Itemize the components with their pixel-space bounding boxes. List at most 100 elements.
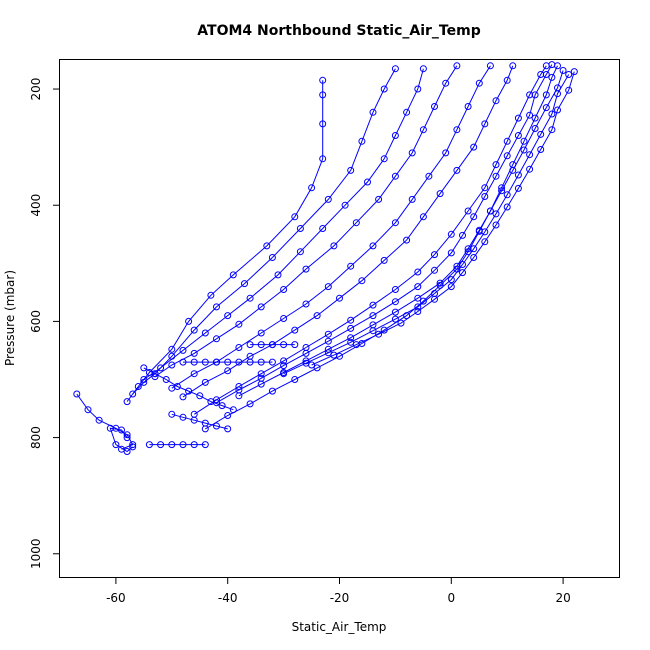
data-point — [419, 297, 427, 305]
data-point — [73, 390, 81, 398]
data-point — [453, 126, 461, 134]
series-line — [154, 65, 458, 378]
data-point — [280, 357, 288, 365]
data-point — [436, 190, 444, 198]
data-point — [554, 106, 561, 114]
data-point — [235, 344, 243, 351]
data-point — [213, 358, 220, 366]
data-point — [168, 410, 176, 418]
data-point — [459, 269, 466, 277]
data-point — [419, 213, 427, 221]
data-point — [481, 184, 489, 192]
data-point — [375, 330, 383, 338]
data-point — [336, 294, 343, 302]
data-point — [503, 76, 511, 84]
data-point — [486, 62, 494, 70]
data-point — [509, 62, 517, 70]
data-point — [369, 312, 377, 320]
data-point — [492, 210, 500, 218]
data-point — [229, 406, 237, 414]
data-point — [414, 268, 422, 276]
data-point — [185, 387, 193, 395]
data-point — [464, 207, 472, 215]
data-point — [380, 85, 388, 93]
data-point — [347, 324, 355, 332]
data-point — [268, 358, 276, 366]
data-point — [503, 203, 511, 211]
series-line — [311, 71, 575, 366]
data-point — [179, 413, 187, 421]
data-point — [201, 378, 209, 386]
data-point — [486, 207, 494, 215]
data-point — [302, 349, 310, 357]
data-point — [481, 238, 489, 246]
data-point — [168, 345, 176, 353]
plot-frame — [59, 59, 620, 578]
data-point — [246, 358, 254, 366]
data-point — [548, 73, 556, 81]
data-point — [190, 326, 198, 334]
data-point — [324, 283, 332, 291]
data-point — [514, 114, 522, 122]
data-point — [447, 283, 455, 291]
data-point — [565, 86, 573, 94]
data-point — [375, 195, 383, 203]
y-axis-title: Pressure (mbar) — [3, 270, 17, 366]
data-point — [391, 219, 399, 227]
data-point — [229, 271, 237, 279]
data-point — [268, 387, 276, 395]
data-point — [224, 358, 232, 366]
data-point — [162, 376, 170, 383]
data-point — [145, 441, 153, 449]
data-point — [358, 277, 366, 285]
data-point — [492, 221, 500, 229]
data-point — [224, 312, 232, 320]
series-line — [109, 427, 134, 453]
data-point — [414, 283, 422, 291]
data-point — [526, 165, 534, 173]
data-point — [324, 195, 332, 203]
data-point — [179, 346, 187, 354]
data-point — [369, 242, 377, 250]
x-tick-label: -60 — [106, 591, 126, 605]
data-point — [257, 370, 265, 378]
data-point — [291, 326, 299, 334]
data-point — [548, 61, 556, 69]
data-point — [123, 398, 131, 406]
data-point — [414, 85, 422, 93]
data-point — [503, 137, 511, 145]
data-point — [414, 303, 422, 311]
data-point — [185, 317, 193, 325]
data-point — [302, 300, 310, 308]
data-point — [140, 376, 148, 383]
data-point — [498, 187, 506, 195]
y-tick-label: 600 — [29, 310, 43, 333]
data-point — [391, 308, 399, 316]
data-point — [459, 231, 466, 239]
data-point — [190, 349, 198, 357]
data-point — [291, 376, 299, 383]
data-point — [190, 416, 198, 424]
data-point — [447, 276, 455, 284]
data-point — [526, 111, 534, 119]
data-point — [347, 334, 355, 342]
data-point — [431, 295, 438, 303]
data-point — [414, 308, 422, 315]
data-point — [235, 392, 243, 400]
data-point — [481, 193, 489, 200]
data-point — [319, 120, 327, 128]
data-point — [442, 149, 450, 157]
data-point — [447, 230, 455, 238]
data-point — [537, 130, 545, 138]
series-line — [143, 367, 234, 411]
data-point — [319, 155, 327, 163]
data-point — [179, 358, 187, 366]
series-line — [238, 70, 564, 397]
series-line — [205, 65, 558, 430]
data-point — [319, 76, 327, 84]
data-point — [241, 280, 248, 288]
data-point — [257, 329, 265, 337]
series-line — [171, 65, 491, 389]
data-point — [514, 171, 522, 179]
